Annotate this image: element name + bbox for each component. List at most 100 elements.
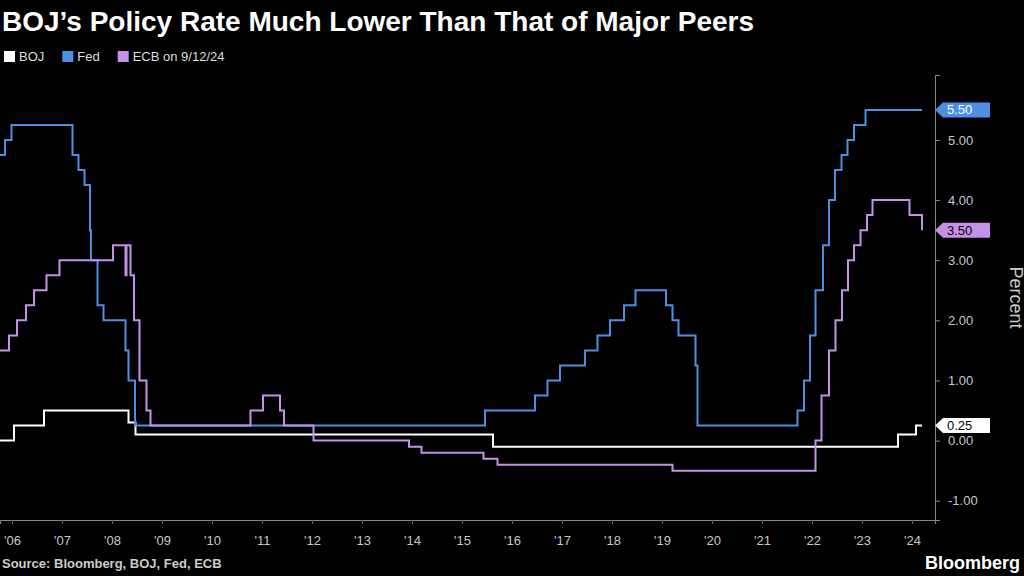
x-tick-mark — [312, 520, 313, 524]
x-tick: '20 — [704, 520, 721, 548]
y-axis-title: Percent — [1006, 266, 1024, 328]
x-tick-label: '07 — [54, 533, 71, 548]
y-axis: -1.000.001.002.003.004.005.00 — [935, 76, 978, 521]
end-tag — [935, 223, 990, 238]
x-tick: '23 — [854, 520, 871, 548]
x-tick-mark — [112, 520, 113, 524]
y-tick: 2.00 — [935, 313, 973, 328]
y-tick-mark — [935, 320, 940, 321]
x-tick-label: '10 — [204, 533, 221, 548]
legend-swatch — [4, 51, 15, 62]
end-tag-label: 5.50 — [947, 102, 972, 117]
source: Source: Bloomberg, BOJ, Fed, ECB — [2, 556, 222, 571]
x-tick-mark — [62, 520, 63, 524]
x-tick-label: '12 — [304, 533, 321, 548]
x-tick-mark — [662, 520, 663, 524]
x-tick-label: '11 — [255, 533, 271, 548]
y-tick: 4.00 — [935, 193, 973, 208]
x-tick-label: '09 — [154, 533, 171, 548]
y-tick-label: 3.00 — [948, 253, 973, 268]
x-tick-label: '22 — [804, 533, 821, 548]
x-tick-mark — [262, 520, 263, 524]
x-tick: '11 — [255, 520, 271, 548]
y-tick-mark — [935, 260, 940, 261]
y-tick-mark — [935, 140, 940, 141]
x-tick-mark — [562, 520, 563, 524]
x-tick-label: '19 — [654, 533, 671, 548]
y-tick-label: -1.00 — [948, 493, 978, 508]
series-line — [0, 110, 922, 426]
x-tick-mark — [362, 520, 363, 524]
x-tick-label: '06 — [4, 533, 21, 548]
legend-swatch — [118, 51, 129, 62]
y-tick: 1.00 — [935, 373, 973, 388]
end-tag — [935, 418, 990, 433]
x-tick: '08 — [104, 520, 121, 548]
x-tick-label: '13 — [354, 533, 371, 548]
x-tick-label: '21 — [754, 533, 771, 548]
x-tick-mark — [512, 520, 513, 524]
x-tick-mark — [762, 520, 763, 524]
x-tick-mark — [812, 520, 813, 524]
x-tick: '24 — [904, 520, 921, 548]
x-tick-mark — [212, 520, 213, 524]
series-line — [0, 200, 922, 471]
legend-label: Fed — [77, 49, 99, 64]
x-tick: '16 — [504, 520, 521, 548]
x-axis-line — [1, 521, 936, 525]
end-tags: 0.25 5.50 3.50 — [935, 102, 990, 433]
x-tick-mark — [612, 520, 613, 524]
x-tick-label: '16 — [504, 533, 521, 548]
x-tick: '07 — [54, 520, 71, 548]
x-tick: '14 — [404, 520, 421, 548]
y-axis-line — [936, 76, 941, 521]
background — [0, 0, 1024, 576]
x-tick-mark — [912, 520, 913, 524]
y-tick: 0.00 — [935, 433, 973, 448]
x-tick: '18 — [604, 520, 621, 548]
title: BOJ’s Policy Rate Much Lower Than That o… — [2, 6, 754, 37]
x-tick-mark — [12, 520, 13, 524]
x-tick: '21 — [754, 520, 771, 548]
legend-label: BOJ — [19, 49, 44, 64]
x-tick-mark — [462, 520, 463, 524]
y-tick-mark — [935, 441, 940, 442]
x-tick-mark — [412, 520, 413, 524]
y-tick-label: 0.00 — [948, 433, 973, 448]
y-tick-mark — [935, 380, 940, 381]
legend-label: ECB on 9/12/24 — [133, 49, 225, 64]
end-tag — [935, 102, 990, 117]
end-tag-label: 3.50 — [947, 223, 972, 238]
y-tick-mark — [935, 501, 940, 502]
x-tick-label: '14 — [404, 533, 421, 548]
x-tick-label: '23 — [854, 533, 871, 548]
plot-lines — [0, 110, 922, 471]
end-tag-label: 0.25 — [947, 418, 972, 433]
x-tick-mark — [162, 520, 163, 524]
y-tick-label: 1.00 — [948, 373, 973, 388]
legend-swatch — [62, 51, 73, 62]
x-axis: '06 '07 '08 '09 '10 '11 '12 '13 '14 '15 '16 '17 '18 '… — [1, 520, 936, 548]
x-tick-label: '15 — [454, 533, 471, 548]
x-tick: '10 — [204, 520, 221, 548]
x-tick: '17 — [554, 520, 571, 548]
legend: BOJ Fed ECB on 9/12/24 — [4, 49, 225, 64]
y-tick-label: 4.00 — [948, 193, 973, 208]
x-tick-mark — [862, 520, 863, 524]
x-tick-label: '24 — [904, 533, 921, 548]
x-tick: '06 — [4, 520, 21, 548]
y-tick: -1.00 — [935, 493, 978, 508]
x-tick-label: '20 — [704, 533, 721, 548]
x-tick-label: '08 — [104, 533, 121, 548]
x-tick: '15 — [454, 520, 471, 548]
y-tick-label: 2.00 — [948, 313, 973, 328]
x-tick: '22 — [804, 520, 821, 548]
x-tick-label: '17 — [554, 533, 571, 548]
x-tick: '12 — [304, 520, 321, 548]
y-tick: 3.00 — [935, 253, 973, 268]
chart: BOJ’s Policy Rate Much Lower Than That o… — [0, 0, 1024, 576]
brand: Bloomberg — [925, 553, 1020, 573]
series-line — [0, 411, 922, 447]
x-tick-label: '18 — [604, 533, 621, 548]
x-tick: '09 — [154, 520, 171, 548]
